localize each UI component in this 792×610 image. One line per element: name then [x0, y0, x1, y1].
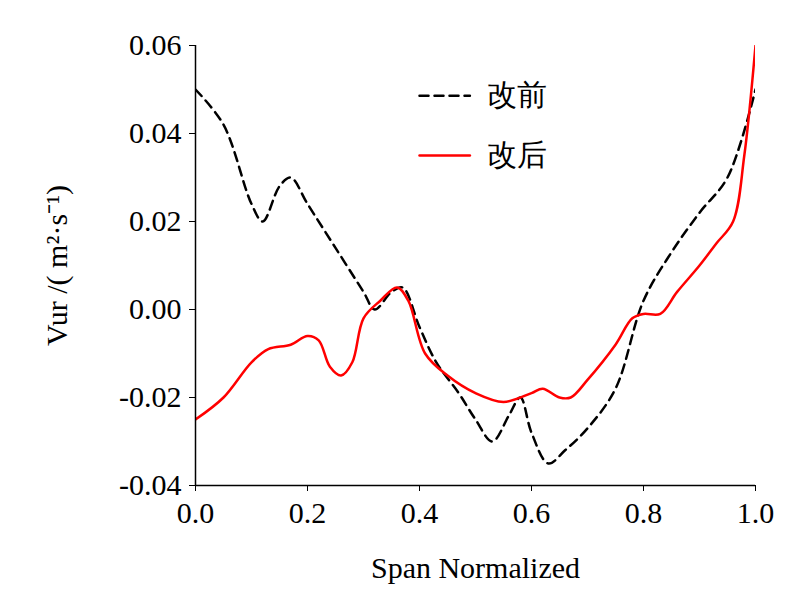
svg-text:0.4: 0.4	[401, 496, 439, 529]
svg-text:改后: 改后	[487, 137, 547, 172]
svg-text:Span Normalized: Span Normalized	[371, 551, 580, 584]
svg-text:0.6: 0.6	[513, 496, 551, 529]
svg-text:0.02: 0.02	[129, 204, 182, 237]
svg-text:0.8: 0.8	[625, 496, 663, 529]
svg-text:-0.04: -0.04	[119, 468, 182, 501]
svg-text:0.06: 0.06	[129, 28, 182, 61]
svg-text:0.0: 0.0	[177, 496, 215, 529]
svg-text:改前: 改前	[487, 77, 547, 112]
svg-text:1.0: 1.0	[737, 496, 775, 529]
svg-text:-0.02: -0.02	[119, 380, 182, 413]
svg-text:Vur /( m²·s⁻¹): Vur /( m²·s⁻¹)	[40, 185, 74, 346]
svg-text:0.04: 0.04	[129, 116, 182, 149]
svg-text:0.00: 0.00	[129, 292, 182, 325]
svg-text:0.2: 0.2	[289, 496, 327, 529]
